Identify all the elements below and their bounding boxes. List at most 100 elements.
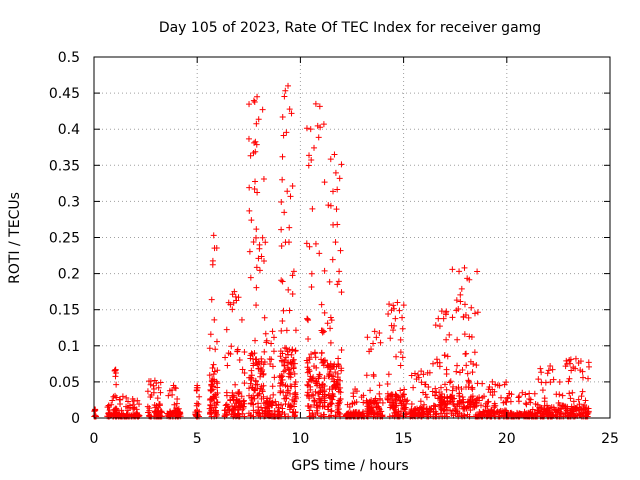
data-point — [579, 374, 586, 381]
y-tick-label: 0 — [71, 411, 80, 427]
data-point — [327, 325, 334, 332]
data-point — [310, 392, 317, 399]
data-point — [151, 401, 158, 408]
data-point — [287, 390, 294, 397]
data-point — [535, 376, 542, 383]
data-point — [407, 409, 414, 416]
data-point — [248, 394, 255, 401]
data-point — [463, 350, 470, 357]
data-point — [346, 404, 353, 411]
data-point — [279, 278, 286, 285]
data-point — [241, 349, 248, 356]
data-point — [91, 407, 98, 414]
data-point — [320, 387, 327, 394]
data-point — [332, 239, 339, 246]
data-point — [261, 348, 268, 355]
data-point — [321, 375, 328, 382]
data-point — [479, 380, 486, 387]
data-point — [291, 413, 298, 420]
data-point — [326, 413, 333, 420]
data-point — [303, 357, 310, 364]
data-point — [166, 412, 173, 419]
data-point — [253, 302, 260, 309]
data-point — [228, 343, 235, 350]
data-point — [315, 395, 322, 402]
data-point — [570, 410, 577, 417]
data-point — [223, 389, 230, 396]
data-point — [547, 379, 554, 386]
data-point — [280, 389, 287, 396]
data-point — [500, 399, 507, 406]
data-point — [223, 412, 230, 419]
data-point — [396, 307, 403, 314]
data-point — [318, 301, 325, 308]
data-point — [267, 395, 274, 402]
data-point — [338, 346, 345, 353]
data-point — [105, 404, 112, 411]
data-point — [531, 390, 538, 397]
data-point — [550, 404, 557, 411]
data-point — [328, 407, 335, 414]
data-point — [538, 369, 545, 376]
data-point — [331, 151, 338, 158]
data-point — [457, 291, 464, 298]
data-point — [315, 375, 322, 382]
data-point — [332, 412, 339, 419]
data-point — [172, 413, 179, 420]
data-point — [440, 315, 447, 322]
data-point — [278, 277, 285, 284]
data-point — [469, 369, 476, 376]
data-point — [396, 397, 403, 404]
data-point — [400, 302, 407, 309]
data-point — [245, 135, 252, 142]
data-point — [317, 384, 324, 391]
x-tick-label: 15 — [395, 431, 413, 447]
data-point — [147, 381, 154, 388]
data-point — [560, 413, 567, 420]
data-point — [432, 385, 439, 392]
data-point — [145, 409, 152, 416]
data-point — [309, 410, 316, 417]
data-point — [307, 373, 314, 380]
data-point — [451, 395, 458, 402]
data-point — [449, 407, 456, 414]
data-point — [313, 407, 320, 414]
data-point — [461, 301, 468, 308]
data-point — [471, 404, 478, 411]
data-point — [566, 390, 573, 397]
data-point — [156, 401, 163, 408]
data-point — [399, 325, 406, 332]
data-point — [214, 380, 221, 387]
data-point — [324, 403, 331, 410]
data-point — [292, 383, 299, 390]
data-point — [522, 391, 529, 398]
data-point — [343, 413, 350, 420]
data-point — [246, 184, 253, 191]
data-point — [279, 409, 286, 416]
data-point — [454, 362, 461, 369]
data-point — [123, 394, 130, 401]
data-point — [449, 398, 456, 405]
data-point — [279, 318, 286, 325]
data-point — [338, 161, 345, 168]
data-point — [263, 337, 270, 344]
data-point — [576, 401, 583, 408]
data-point — [330, 378, 337, 385]
data-point — [282, 401, 289, 408]
data-point — [548, 413, 555, 420]
data-point — [261, 314, 268, 321]
data-point — [563, 357, 570, 364]
data-point — [282, 354, 289, 361]
data-point — [170, 409, 177, 416]
data-point — [241, 380, 248, 387]
data-point — [332, 169, 339, 176]
data-point — [308, 391, 315, 398]
data-point — [432, 322, 439, 329]
data-point — [125, 405, 132, 412]
data-point — [423, 394, 430, 401]
data-point — [572, 355, 579, 362]
data-point — [419, 411, 426, 418]
data-point — [466, 333, 473, 340]
data-point — [453, 368, 460, 375]
data-point — [529, 406, 536, 413]
